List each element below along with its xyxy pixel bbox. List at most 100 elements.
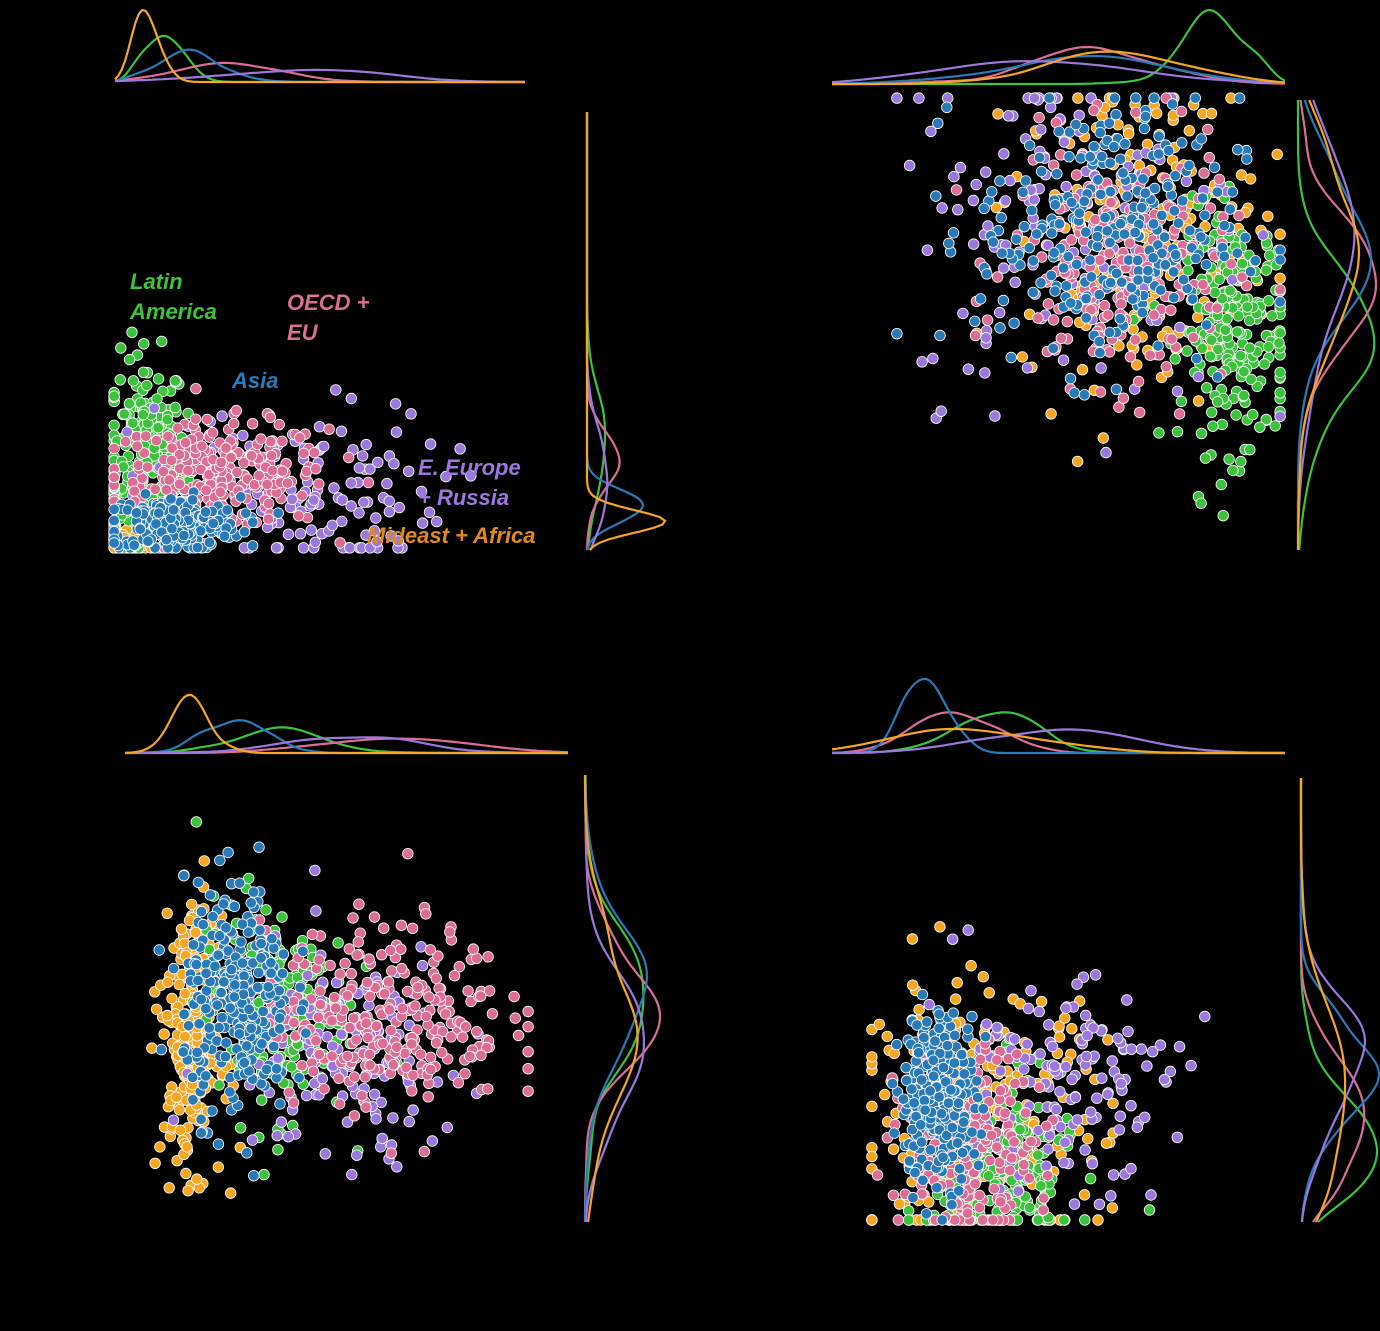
point-e-europe-russia: [1069, 1091, 1082, 1104]
point-latin-america: [1213, 273, 1225, 286]
point-oecd-eu: [264, 411, 277, 424]
point-asia: [917, 1174, 929, 1187]
point-asia: [212, 1138, 225, 1150]
point-oecd-eu: [486, 1008, 499, 1020]
point-e-europe-russia: [368, 525, 381, 537]
point-oecd-eu: [1004, 1164, 1016, 1177]
point-mideast-africa: [198, 855, 211, 867]
point-oecd-eu: [1023, 1172, 1036, 1184]
point-asia: [211, 1035, 223, 1047]
point-oecd-eu: [1132, 375, 1145, 388]
point-oecd-eu: [522, 1045, 534, 1058]
point-e-europe-russia: [1107, 1169, 1120, 1181]
point-asia: [1045, 269, 1058, 282]
point-e-europe-russia: [1199, 1010, 1211, 1023]
point-oecd-eu: [360, 1101, 372, 1113]
point-asia: [949, 1029, 961, 1042]
point-asia: [942, 1097, 955, 1109]
point-asia: [262, 981, 274, 993]
point-asia: [891, 1038, 903, 1051]
point-e-europe-russia: [952, 203, 964, 216]
kde-y-e-europe-russia: [1297, 99, 1356, 551]
point-asia: [1104, 236, 1116, 249]
point-e-europe-russia: [246, 1134, 259, 1146]
point-asia: [981, 268, 993, 280]
point-asia: [1166, 98, 1179, 110]
label-oecd-eu-2: EU: [287, 320, 319, 345]
point-oecd-eu: [1211, 302, 1223, 314]
point-asia: [1139, 187, 1152, 199]
point-e-europe-russia: [921, 244, 934, 256]
point-oecd-eu: [452, 1076, 465, 1089]
point-latin-america: [213, 1079, 225, 1091]
point-asia: [1224, 203, 1236, 215]
point-oecd-eu: [131, 440, 143, 452]
point-oecd-eu: [1175, 105, 1188, 118]
point-asia: [933, 1008, 945, 1020]
point-mideast-africa: [1059, 1012, 1071, 1024]
point-asia: [177, 1046, 190, 1058]
point-e-europe-russia: [1040, 1160, 1052, 1172]
point-e-europe-russia: [980, 166, 992, 178]
point-latin-america: [1266, 310, 1278, 322]
point-asia: [187, 1094, 199, 1106]
point-asia: [1104, 185, 1117, 198]
point-asia: [207, 517, 219, 530]
point-e-europe-russia: [282, 1130, 295, 1143]
point-e-europe-russia: [936, 202, 948, 214]
point-asia: [1249, 255, 1262, 267]
point-latin-america: [118, 408, 131, 420]
point-asia: [224, 1086, 236, 1098]
point-e-europe-russia: [1079, 1009, 1092, 1022]
point-oecd-eu: [368, 911, 381, 923]
point-e-europe-russia: [957, 307, 969, 320]
point-oecd-eu: [402, 985, 414, 998]
point-mideast-africa: [180, 1167, 192, 1180]
point-oecd-eu: [1033, 1081, 1046, 1093]
label-oecd-eu-1: OECD +: [287, 290, 370, 315]
point-asia: [1053, 125, 1065, 138]
point-mideast-africa: [977, 971, 990, 983]
point-asia: [1023, 139, 1036, 152]
point-oecd-eu: [230, 404, 243, 417]
point-e-europe-russia: [297, 542, 310, 554]
point-asia: [947, 1007, 960, 1019]
point-latin-america: [182, 407, 194, 420]
point-latin-america: [155, 335, 168, 348]
point-oecd-eu: [994, 1084, 1007, 1097]
point-e-europe-russia: [1171, 385, 1184, 398]
point-oecd-eu: [314, 985, 326, 997]
point-asia: [1218, 250, 1231, 263]
kde-y-e-europe-russia: [583, 775, 645, 1223]
point-e-europe-russia: [1028, 193, 1040, 206]
point-e-europe-russia: [1085, 1106, 1097, 1118]
point-e-europe-russia: [1028, 92, 1041, 104]
point-e-europe-russia: [1002, 110, 1015, 122]
point-oecd-eu: [1144, 349, 1156, 361]
point-e-europe-russia: [1071, 1114, 1084, 1126]
point-oecd-eu: [1033, 111, 1045, 124]
point-asia: [1092, 174, 1104, 186]
point-latin-america: [1244, 342, 1256, 354]
point-e-europe-russia: [403, 1115, 415, 1128]
point-asia: [1094, 346, 1106, 359]
label-eeurope-russia-1: E. Europe: [418, 455, 521, 480]
point-oecd-eu: [140, 430, 152, 442]
point-oecd-eu: [326, 1050, 338, 1062]
point-asia: [921, 1016, 933, 1028]
point-oecd-eu: [283, 1086, 295, 1099]
point-e-europe-russia: [1125, 1162, 1137, 1175]
point-latin-america: [332, 937, 344, 949]
point-oecd-eu: [382, 976, 395, 988]
point-oecd-eu: [308, 446, 321, 459]
point-oecd-eu: [471, 1025, 483, 1038]
point-e-europe-russia: [1035, 123, 1047, 136]
point-asia: [1142, 265, 1154, 277]
point-oecd-eu: [238, 457, 250, 469]
point-oecd-eu: [352, 936, 365, 948]
point-mideast-africa: [1066, 1022, 1078, 1035]
kde-y-oecd-eu: [585, 112, 621, 551]
point-e-europe-russia: [968, 238, 980, 250]
point-e-europe-russia: [1068, 1198, 1081, 1210]
point-e-europe-russia: [1171, 1131, 1184, 1144]
